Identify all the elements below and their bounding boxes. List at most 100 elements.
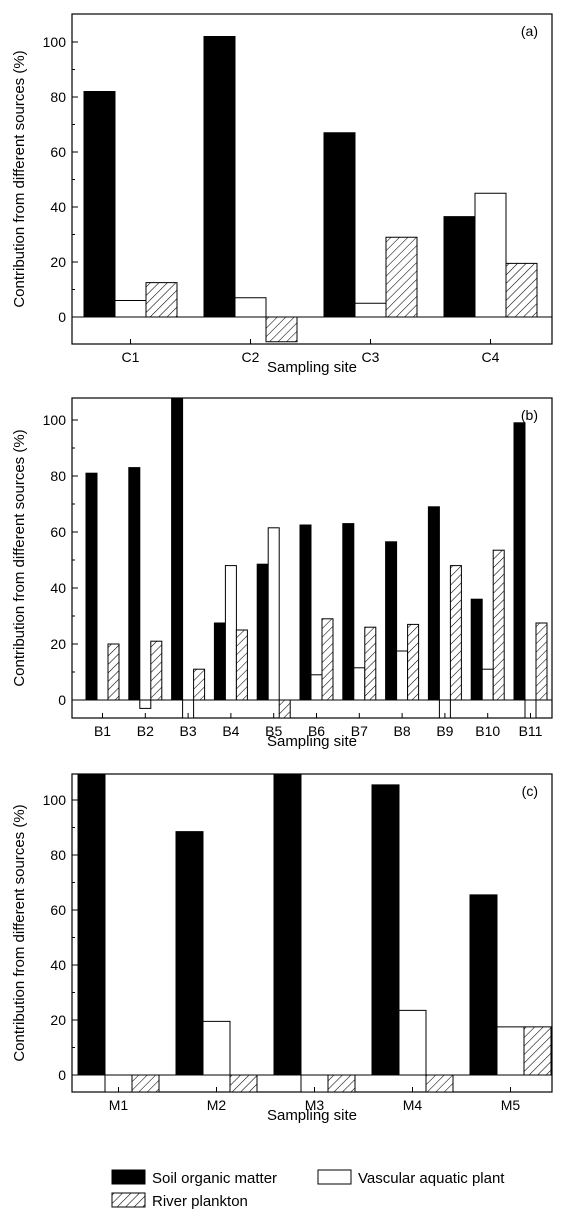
bar-plankton-b2: [150, 640, 163, 701]
bar-plankton-c1: [145, 282, 178, 318]
legend-swatch-soil: [111, 1169, 146, 1185]
bar-soil-b4: [213, 622, 226, 701]
bar-soil-c1: [83, 91, 116, 318]
bar-vascular-m4: [398, 1009, 427, 1076]
bar-soil-m3: [273, 773, 302, 1076]
bar-plankton-b11: [535, 622, 548, 701]
x-tick-label-b9: B9: [436, 723, 453, 739]
x-tick-label-b1: B1: [94, 723, 111, 739]
bar-plankton-b9: [449, 565, 462, 701]
bar-vascular-b10: [481, 668, 494, 701]
y-tick-label: 20: [50, 254, 66, 270]
bar-plankton-c2: [265, 316, 298, 343]
bar-plankton-m3: [327, 1074, 356, 1093]
bar-plankton-b7: [364, 626, 377, 701]
x-tick-label-c2: C2: [242, 349, 260, 365]
bar-plankton-m2: [229, 1074, 258, 1093]
y-tick-label: 80: [50, 468, 66, 484]
legend-label-vascular: Vascular aquatic plant: [358, 1170, 505, 1187]
bar-plankton-b5: [278, 699, 291, 719]
bar-soil-b11: [513, 422, 526, 701]
x-tick-label-m4: M4: [403, 1097, 423, 1113]
y-axis-title: Contribution from different sources (%): [11, 50, 28, 307]
bar-vascular-c4: [474, 192, 507, 318]
legend: Soil organic matter Vascular aquatic pla…: [111, 1169, 505, 1210]
bar-vascular-b2: [139, 699, 152, 709]
chart-panel-c: 0 20 40 60 80 100 M1 M2 M3 M4 M5 (c) Sampling site Co…: [11, 773, 553, 1124]
y-tick-label: 100: [43, 34, 67, 50]
bar-soil-b3: [171, 397, 184, 701]
bar-plankton-m1: [131, 1074, 160, 1093]
panel-label: (a): [521, 23, 538, 39]
bar-vascular-b7: [353, 667, 366, 701]
x-tick-label-b6: B6: [308, 723, 325, 739]
bar-plankton-c4: [505, 262, 538, 318]
bar-vascular-b4: [224, 565, 237, 701]
x-tick-label-c4: C4: [482, 349, 500, 365]
panels: 0 20 40 60 80 100 C1 C2 C3 C4 (a) Sampling site Cont…: [11, 13, 553, 1124]
legend-label-soil: Soil organic matter: [152, 1170, 277, 1187]
legend-item-vascular: Vascular aquatic plant: [317, 1169, 505, 1187]
bar-plankton-m5: [523, 1026, 552, 1076]
x-tick-label-c1: C1: [122, 349, 140, 365]
bar-plankton-b8: [407, 623, 420, 701]
y-tick-label: 60: [50, 524, 66, 540]
y-axis-title: Contribution from different sources (%): [11, 804, 28, 1061]
x-tick-label-b3: B3: [180, 723, 197, 739]
x-tick-label-m2: M2: [207, 1097, 227, 1113]
bar-vascular-m2: [202, 1020, 231, 1076]
x-tick-label-b2: B2: [137, 723, 154, 739]
bar-vascular-c3: [354, 302, 387, 318]
bar-plankton-b10: [492, 549, 505, 701]
x-tick-label-m1: M1: [109, 1097, 129, 1113]
bar-soil-b2: [128, 467, 141, 701]
bar-plankton-b6: [321, 618, 334, 701]
bar-vascular-m5: [496, 1026, 525, 1076]
panel-label: (c): [522, 783, 538, 799]
y-tick-label: 0: [58, 309, 66, 325]
y-tick-label: 40: [50, 580, 66, 596]
x-axis-title: Sampling site: [267, 359, 357, 376]
plot-frame: [71, 397, 553, 719]
y-tick-label: 0: [58, 692, 66, 708]
bar-soil-c3: [323, 132, 356, 318]
bar-soil-m5: [469, 894, 498, 1076]
bar-soil-c2: [203, 36, 236, 318]
x-tick-label-b8: B8: [394, 723, 411, 739]
bar-vascular-b8: [396, 650, 409, 701]
bar-soil-m2: [175, 831, 204, 1076]
chart-panel-b: 0 20 40 60 80 100 B1 B2 B3 B4 B5 B6 B7 B8 B9 B10 B11 (b) S…: [11, 397, 553, 750]
bar-soil-b9: [427, 506, 440, 701]
bar-plankton-m4: [425, 1074, 454, 1093]
y-tick-label: 100: [43, 412, 67, 428]
x-tick-label-b7: B7: [351, 723, 368, 739]
x-tick-label-b5: B5: [265, 723, 282, 739]
y-tick-label: 20: [50, 1012, 66, 1028]
legend-item-plankton: River plankton: [111, 1192, 248, 1210]
x-tick-label-m3: M3: [305, 1097, 325, 1113]
x-axis-title: Sampling site: [267, 1107, 357, 1124]
y-tick-label: 60: [50, 902, 66, 918]
bar-vascular-c1: [114, 300, 147, 318]
bar-soil-b5: [256, 563, 269, 701]
bar-plankton-b4: [235, 629, 248, 701]
legend-swatch-plankton: [111, 1192, 146, 1208]
y-tick-label: 40: [50, 199, 66, 215]
x-tick-label-b10: B10: [475, 723, 500, 739]
y-tick-label: 60: [50, 144, 66, 160]
bar-plankton-b1: [107, 643, 120, 701]
bar-vascular-b5: [267, 527, 280, 701]
legend-label-plankton: River plankton: [152, 1193, 248, 1210]
y-tick-label: 40: [50, 957, 66, 973]
x-tick-label-m5: M5: [501, 1097, 521, 1113]
bar-vascular-c2: [234, 297, 267, 318]
bar-soil-m1: [77, 773, 106, 1076]
chart-panel-a: 0 20 40 60 80 100 C1 C2 C3 C4 (a) Sampling site Cont…: [11, 13, 553, 376]
y-tick-label: 0: [58, 1067, 66, 1083]
y-axis-title: Contribution from different sources (%): [11, 429, 28, 686]
y-tick-label: 100: [43, 792, 67, 808]
bar-soil-b6: [299, 524, 312, 701]
bar-vascular-b6: [310, 674, 323, 701]
y-tick-label: 80: [50, 89, 66, 105]
